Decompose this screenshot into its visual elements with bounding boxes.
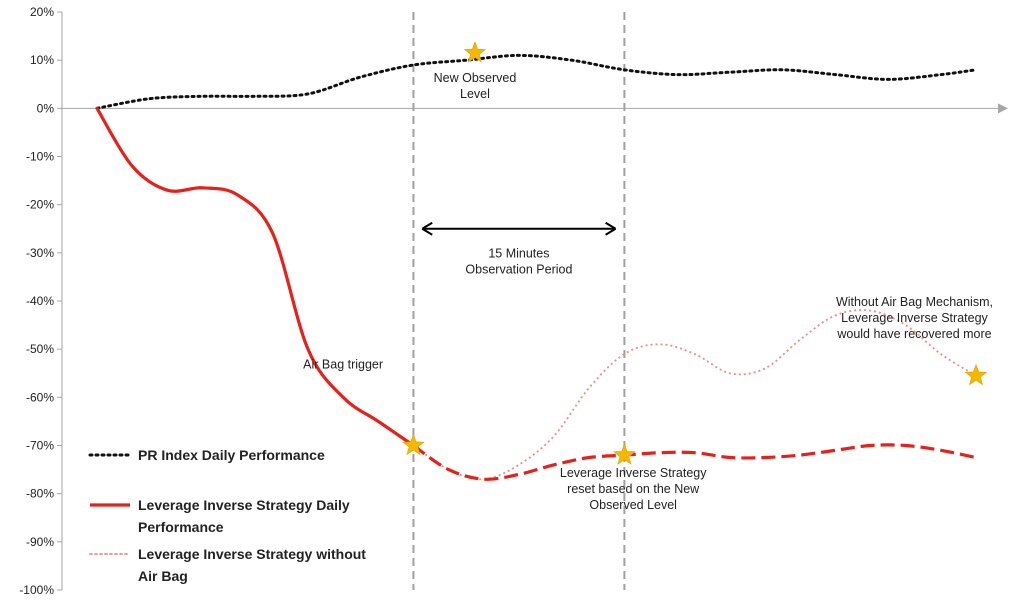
series-line-leverage-solid	[95, 106, 415, 448]
annotation: Without Air Bag Mechanism, Leverage Inver…	[836, 295, 993, 341]
annotation-line: Level	[460, 87, 490, 101]
annotation-line: 15 Minutes	[488, 247, 549, 261]
series-group	[95, 53, 978, 481]
legend-label-line: PR Index Daily Performance	[138, 447, 325, 463]
annotation-group: New Observed Level 15 Minutes Observation P…	[303, 71, 993, 512]
annotation: New Observed Level	[434, 71, 517, 101]
legend-label-line: Performance	[138, 519, 224, 535]
annotation-line: New Observed	[434, 71, 517, 85]
annotation-line: Without Air Bag Mechanism,	[836, 295, 993, 309]
y-tick-label: -50%	[26, 342, 54, 356]
x-axis-arrowhead	[998, 103, 1008, 114]
y-tick-label: -100%	[19, 583, 54, 597]
star-marker	[463, 41, 487, 63]
star-marker	[402, 433, 425, 456]
y-tick-label: -60%	[26, 390, 54, 404]
annotation: Leverage Inverse Strategy reset based on …	[560, 466, 707, 512]
y-tick-label: 10%	[30, 53, 54, 67]
y-tick-label: -20%	[26, 198, 54, 212]
series-line-pr-index	[95, 53, 978, 110]
legend-label: Leverage Inverse Strategy Daily Performan…	[138, 497, 350, 535]
y-tick-label: -30%	[26, 246, 54, 260]
period-arrow-left-head	[421, 221, 433, 236]
y-tick-label: -10%	[26, 150, 54, 164]
star-marker	[964, 363, 988, 386]
annotation-line: reset based on the New	[567, 482, 700, 496]
annotation: Air Bag trigger	[303, 357, 383, 371]
annotation-line: Air Bag trigger	[303, 357, 383, 371]
y-tick-label: -40%	[26, 294, 54, 308]
annotation-line: would have recovered more	[836, 327, 991, 341]
y-tick-label: 20%	[30, 5, 54, 19]
legend-label-line: Leverage Inverse Strategy Daily	[138, 497, 350, 513]
y-tick-label: -90%	[26, 535, 54, 549]
annotation-line: Leverage Inverse Strategy	[841, 311, 988, 325]
annotation: 15 Minutes Observation Period	[465, 247, 572, 277]
legend-label: Leverage Inverse Strategy without Air Bag	[138, 546, 366, 584]
annotation-line: Observed Level	[589, 498, 677, 512]
series-line-without-air-bag	[412, 309, 977, 481]
star-marker	[613, 443, 636, 465]
legend-label-line: Leverage Inverse Strategy without	[138, 546, 366, 562]
legend: PR Index Daily Performance Leverage Inver…	[88, 447, 366, 584]
y-tick-label: -70%	[26, 439, 54, 453]
series-line-leverage-dashed	[412, 443, 977, 481]
annotation-line: Leverage Inverse Strategy	[560, 466, 707, 480]
legend-label-line: Air Bag	[138, 568, 188, 584]
y-tick-label: 0%	[37, 101, 55, 115]
annotation-line: Observation Period	[465, 263, 572, 277]
vertical-guides	[412, 12, 626, 590]
y-tick-label: -80%	[26, 487, 54, 501]
legend-label: PR Index Daily Performance	[138, 447, 325, 463]
period-arrow-right-head	[605, 221, 617, 236]
marker-group	[402, 41, 988, 465]
axes: 20% 10% 0% -10% -20% -30% -40% -50% -60% -70% -80%…	[19, 5, 1008, 597]
